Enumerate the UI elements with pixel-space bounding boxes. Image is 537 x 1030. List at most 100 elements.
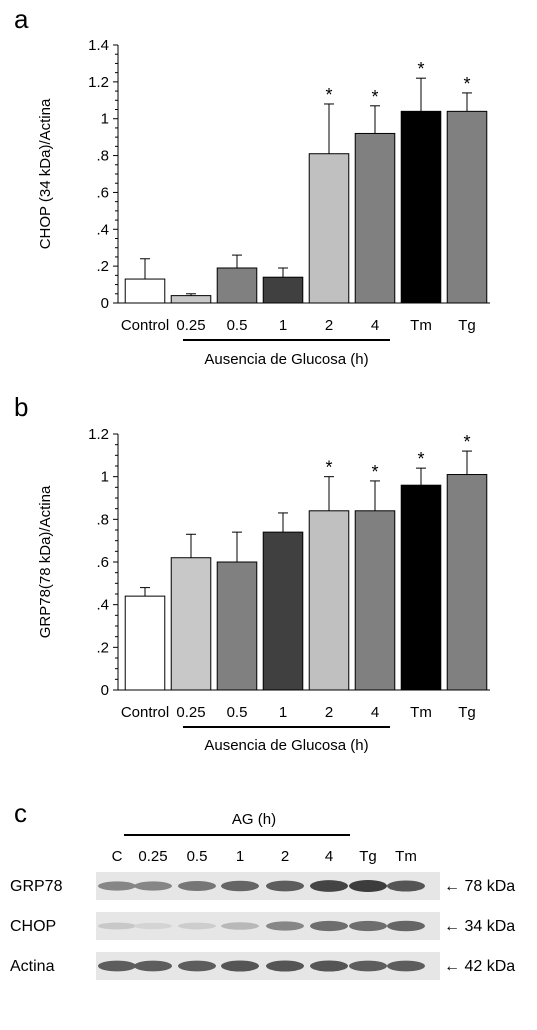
chart-panel-b: b 0 .2 .4 .6 .8 1 1.2 GRP78(78 kDa)/Actina Contro… bbox=[14, 392, 490, 754]
y-tick-label: 1.2 bbox=[88, 426, 109, 443]
category-label: 0.5 bbox=[227, 704, 248, 721]
category-label: 0.25 bbox=[176, 704, 205, 721]
bar-0.25 bbox=[170, 557, 212, 691]
y-tick-label: .2 bbox=[96, 639, 109, 656]
bar-4 bbox=[354, 132, 396, 304]
blot-band bbox=[178, 960, 216, 972]
y-tick-label: 1 bbox=[101, 111, 109, 128]
bar-2 bbox=[308, 510, 350, 691]
blot-band bbox=[387, 960, 425, 972]
significance-star: * bbox=[325, 85, 332, 105]
blot-band bbox=[266, 880, 304, 892]
blot-panel-c: c AG (h) C 0.25 0.5 1 2 4 Tg Tm bbox=[14, 798, 417, 865]
bar-Tm bbox=[400, 484, 442, 691]
bar-Control bbox=[124, 595, 166, 691]
blot-band bbox=[310, 880, 348, 892]
bar-Control bbox=[124, 278, 166, 304]
y-tick-label: 0 bbox=[101, 295, 109, 312]
blot-band bbox=[221, 960, 259, 972]
blot-size-marker: ← 42 kDa bbox=[444, 958, 515, 975]
blot-band bbox=[178, 881, 216, 891]
category-label: 4 bbox=[371, 704, 379, 721]
blot-band bbox=[98, 881, 136, 891]
y-tick-label: .4 bbox=[96, 597, 109, 614]
bar-0.5 bbox=[216, 267, 258, 304]
blot-band bbox=[266, 960, 304, 972]
category-label: Tm bbox=[410, 704, 432, 721]
blot-size-marker: ← 34 kDa bbox=[444, 918, 515, 935]
y-tick-label: 1 bbox=[101, 469, 109, 486]
category-label: Tg bbox=[458, 317, 476, 334]
blot-group-label: AG (h) bbox=[232, 811, 276, 828]
bar-0.5 bbox=[216, 561, 258, 691]
blot-band bbox=[349, 880, 387, 892]
bar-0.25 bbox=[170, 295, 212, 304]
blot-band bbox=[221, 880, 259, 892]
panel-letter-b: b bbox=[14, 392, 28, 422]
category-label: 2 bbox=[325, 704, 333, 721]
y-tick-label: .8 bbox=[96, 148, 109, 165]
blot-band bbox=[98, 922, 136, 930]
significance-star: * bbox=[463, 432, 470, 452]
category-label: 0.5 bbox=[227, 317, 248, 334]
lane-label: 0.5 bbox=[187, 848, 208, 865]
blot-band bbox=[310, 920, 348, 932]
bar-1 bbox=[262, 276, 304, 304]
blot-row-CHOP: CHOP ← 34 kDa bbox=[10, 912, 515, 940]
y-tick-label: 0 bbox=[101, 682, 109, 699]
y-tick-label: .8 bbox=[96, 511, 109, 528]
y-tick-label: 1.2 bbox=[88, 74, 109, 91]
blot-band bbox=[178, 922, 216, 930]
blot-band bbox=[266, 921, 304, 931]
blot-size-marker: ← 78 kDa bbox=[444, 878, 515, 895]
blot-band bbox=[134, 881, 172, 891]
significance-star: * bbox=[417, 59, 424, 79]
category-label: 0.25 bbox=[176, 317, 205, 334]
y-tick-label: .4 bbox=[96, 221, 109, 238]
lane-label: 0.25 bbox=[138, 848, 167, 865]
group-label: Ausencia de Glucosa (h) bbox=[204, 737, 368, 754]
lane-label: 2 bbox=[281, 848, 289, 865]
category-label: Tm bbox=[410, 317, 432, 334]
blot-band bbox=[221, 922, 259, 930]
bar-1 bbox=[262, 531, 304, 691]
blot-row-label: CHOP bbox=[10, 918, 56, 935]
bar-Tg bbox=[446, 110, 488, 304]
significance-star: * bbox=[463, 74, 470, 94]
lane-label: Tg bbox=[359, 848, 377, 865]
y-axis-title: GRP78(78 kDa)/Actina bbox=[37, 485, 54, 638]
bar-2 bbox=[308, 153, 350, 304]
category-label: 1 bbox=[279, 704, 287, 721]
category-label: Tg bbox=[458, 704, 476, 721]
y-tick-label: .6 bbox=[96, 554, 109, 571]
significance-star: * bbox=[325, 458, 332, 478]
chart-panel-a: a 0 .2 .4 .6 .8 1 1.2 1.4 CHOP (34 kDa)/Actina Con… bbox=[14, 4, 490, 368]
lane-label: Tm bbox=[395, 848, 417, 865]
panel-letter-a: a bbox=[14, 4, 29, 34]
significance-star: * bbox=[371, 87, 378, 107]
significance-star: * bbox=[371, 462, 378, 482]
y-tick-label: .2 bbox=[96, 258, 109, 275]
blot-band bbox=[387, 880, 425, 892]
blot-row-label: Actina bbox=[10, 958, 55, 975]
blot-band bbox=[387, 920, 425, 932]
lane-label: 1 bbox=[236, 848, 244, 865]
y-tick-label: 1.4 bbox=[88, 37, 109, 54]
bar-Tg bbox=[446, 474, 488, 691]
bar-4 bbox=[354, 510, 396, 691]
blot-band bbox=[98, 960, 136, 972]
blot-row-Actina: Actina ← 42 kDa bbox=[10, 952, 515, 980]
category-label: 2 bbox=[325, 317, 333, 334]
y-axis-title: CHOP (34 kDa)/Actina bbox=[37, 98, 54, 249]
blot-band bbox=[134, 922, 172, 930]
lane-label: C bbox=[112, 848, 123, 865]
blot-row-label: GRP78 bbox=[10, 878, 63, 895]
panel-letter-c: c bbox=[14, 798, 27, 828]
blot-band bbox=[134, 960, 172, 972]
bar-Tm bbox=[400, 110, 442, 304]
group-label: Ausencia de Glucosa (h) bbox=[204, 351, 368, 368]
category-label: 1 bbox=[279, 317, 287, 334]
y-tick-label: .6 bbox=[96, 184, 109, 201]
significance-star: * bbox=[417, 449, 424, 469]
